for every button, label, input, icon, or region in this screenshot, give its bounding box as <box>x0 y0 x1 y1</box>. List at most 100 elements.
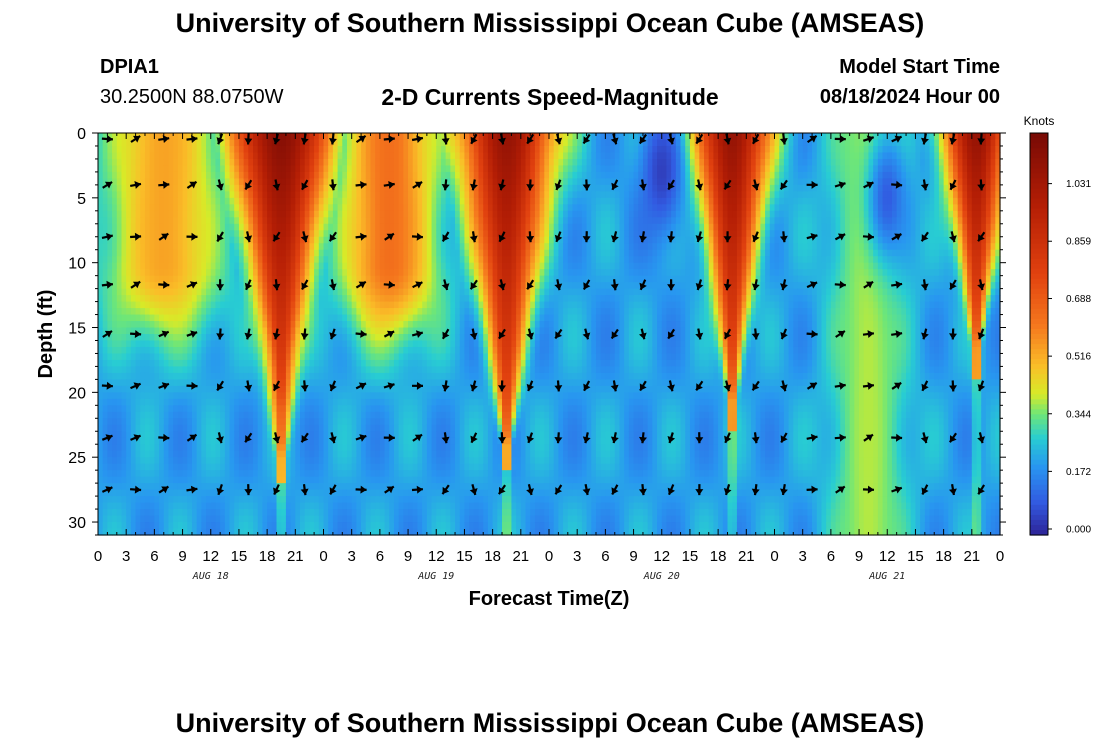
current-arrow <box>834 433 846 442</box>
current-arrow <box>977 231 986 242</box>
x-tick-label: 0 <box>545 548 553 565</box>
model-start-label: Model Start Time <box>839 56 1000 78</box>
current-arrow <box>526 279 535 290</box>
current-arrow <box>835 485 846 494</box>
current-arrow <box>244 328 253 340</box>
current-arrow <box>977 432 985 444</box>
x-tick-label: 3 <box>573 548 581 565</box>
current-arrow <box>384 232 395 241</box>
current-arrow <box>695 179 704 191</box>
current-arrow <box>273 484 281 496</box>
current-arrow <box>751 279 760 291</box>
current-arrow <box>921 328 929 340</box>
current-arrow <box>667 231 676 243</box>
x-tick-label: 0 <box>94 548 102 565</box>
current-arrow <box>216 328 225 340</box>
current-arrow <box>300 432 309 443</box>
current-arrow <box>611 484 619 496</box>
current-arrow <box>921 133 929 145</box>
x-tick-label: 0 <box>319 548 327 565</box>
current-arrow <box>101 232 114 241</box>
current-arrow <box>863 181 874 189</box>
x-tick-label: 15 <box>907 548 924 565</box>
current-arrow <box>724 432 732 444</box>
current-arrow <box>806 381 818 390</box>
current-arrow <box>130 434 142 442</box>
current-arrow <box>355 134 367 144</box>
current-arrow <box>862 382 875 390</box>
colorbar: Knots 0.000 0.172 0.344 0.516 0.688 0.859 1.031 <box>1024 114 1091 536</box>
current-arrow <box>355 280 367 289</box>
current-arrow <box>383 433 395 442</box>
date-label: AUG 18 <box>192 571 229 582</box>
current-arrow <box>300 380 309 392</box>
y-tick-label: 30 <box>68 515 86 532</box>
current-arrow <box>667 432 676 444</box>
current-arrow <box>695 432 704 444</box>
current-arrow <box>384 485 395 494</box>
x-tick-label: 15 <box>231 548 248 565</box>
current-arrow <box>554 133 563 145</box>
current-arrow <box>977 279 985 291</box>
current-arrow <box>780 328 788 340</box>
current-arrow <box>216 133 225 145</box>
current-arrow <box>101 135 113 143</box>
current-arrow <box>780 279 788 291</box>
current-arrow <box>526 133 535 145</box>
current-arrow <box>300 484 309 496</box>
current-arrow <box>723 279 732 291</box>
current-arrow <box>610 432 619 444</box>
current-arrow <box>498 231 506 243</box>
current-arrow <box>554 179 563 191</box>
y-tick-label: 10 <box>68 256 86 273</box>
current-arrow <box>216 380 225 392</box>
current-arrow <box>863 280 874 289</box>
current-arrow <box>554 484 563 495</box>
current-arrows <box>101 133 986 496</box>
x-tick-label: 6 <box>827 548 835 565</box>
current-arrow <box>582 231 591 243</box>
current-arrow <box>130 330 142 338</box>
current-arrow <box>328 432 337 444</box>
y-tick-label: 20 <box>68 385 86 402</box>
current-arrow <box>355 232 367 241</box>
current-arrow <box>977 380 986 392</box>
current-arrow <box>244 432 253 443</box>
current-arrow <box>158 135 170 143</box>
x-tick-label: 6 <box>601 548 609 565</box>
x-tick-label: 12 <box>202 548 219 565</box>
model-start-value: 08/18/2024 Hour 00 <box>819 86 1000 108</box>
y-tick-label: 15 <box>68 321 86 338</box>
current-arrow <box>779 231 788 243</box>
current-arrow <box>301 179 309 191</box>
current-arrow <box>723 380 732 392</box>
current-arrow <box>806 281 818 289</box>
current-arrow <box>158 330 170 338</box>
current-arrow <box>411 381 424 390</box>
current-arrow <box>216 179 224 191</box>
current-arrow <box>695 231 704 243</box>
current-arrow <box>412 433 423 442</box>
current-arrow <box>723 328 732 340</box>
current-arrow <box>891 486 903 494</box>
current-arrow <box>101 434 113 442</box>
current-arrow <box>329 484 337 495</box>
current-arrow <box>526 380 535 392</box>
current-arrow <box>158 382 170 390</box>
x-tick-label: 18 <box>935 548 952 565</box>
current-arrow <box>779 380 788 392</box>
current-arrow <box>412 281 423 289</box>
current-arrow <box>723 231 732 243</box>
current-arrow <box>300 328 309 340</box>
current-arrow <box>806 330 818 338</box>
current-arrow <box>186 330 198 338</box>
speed-field <box>98 133 1001 536</box>
current-arrow <box>328 179 337 191</box>
x-tick-label: 6 <box>150 548 158 565</box>
current-arrow <box>272 432 281 444</box>
x-tick-label: 3 <box>348 548 356 565</box>
current-arrow <box>834 181 846 189</box>
current-arrow <box>977 328 986 340</box>
current-arrow <box>638 483 647 496</box>
current-arrow <box>301 279 309 291</box>
